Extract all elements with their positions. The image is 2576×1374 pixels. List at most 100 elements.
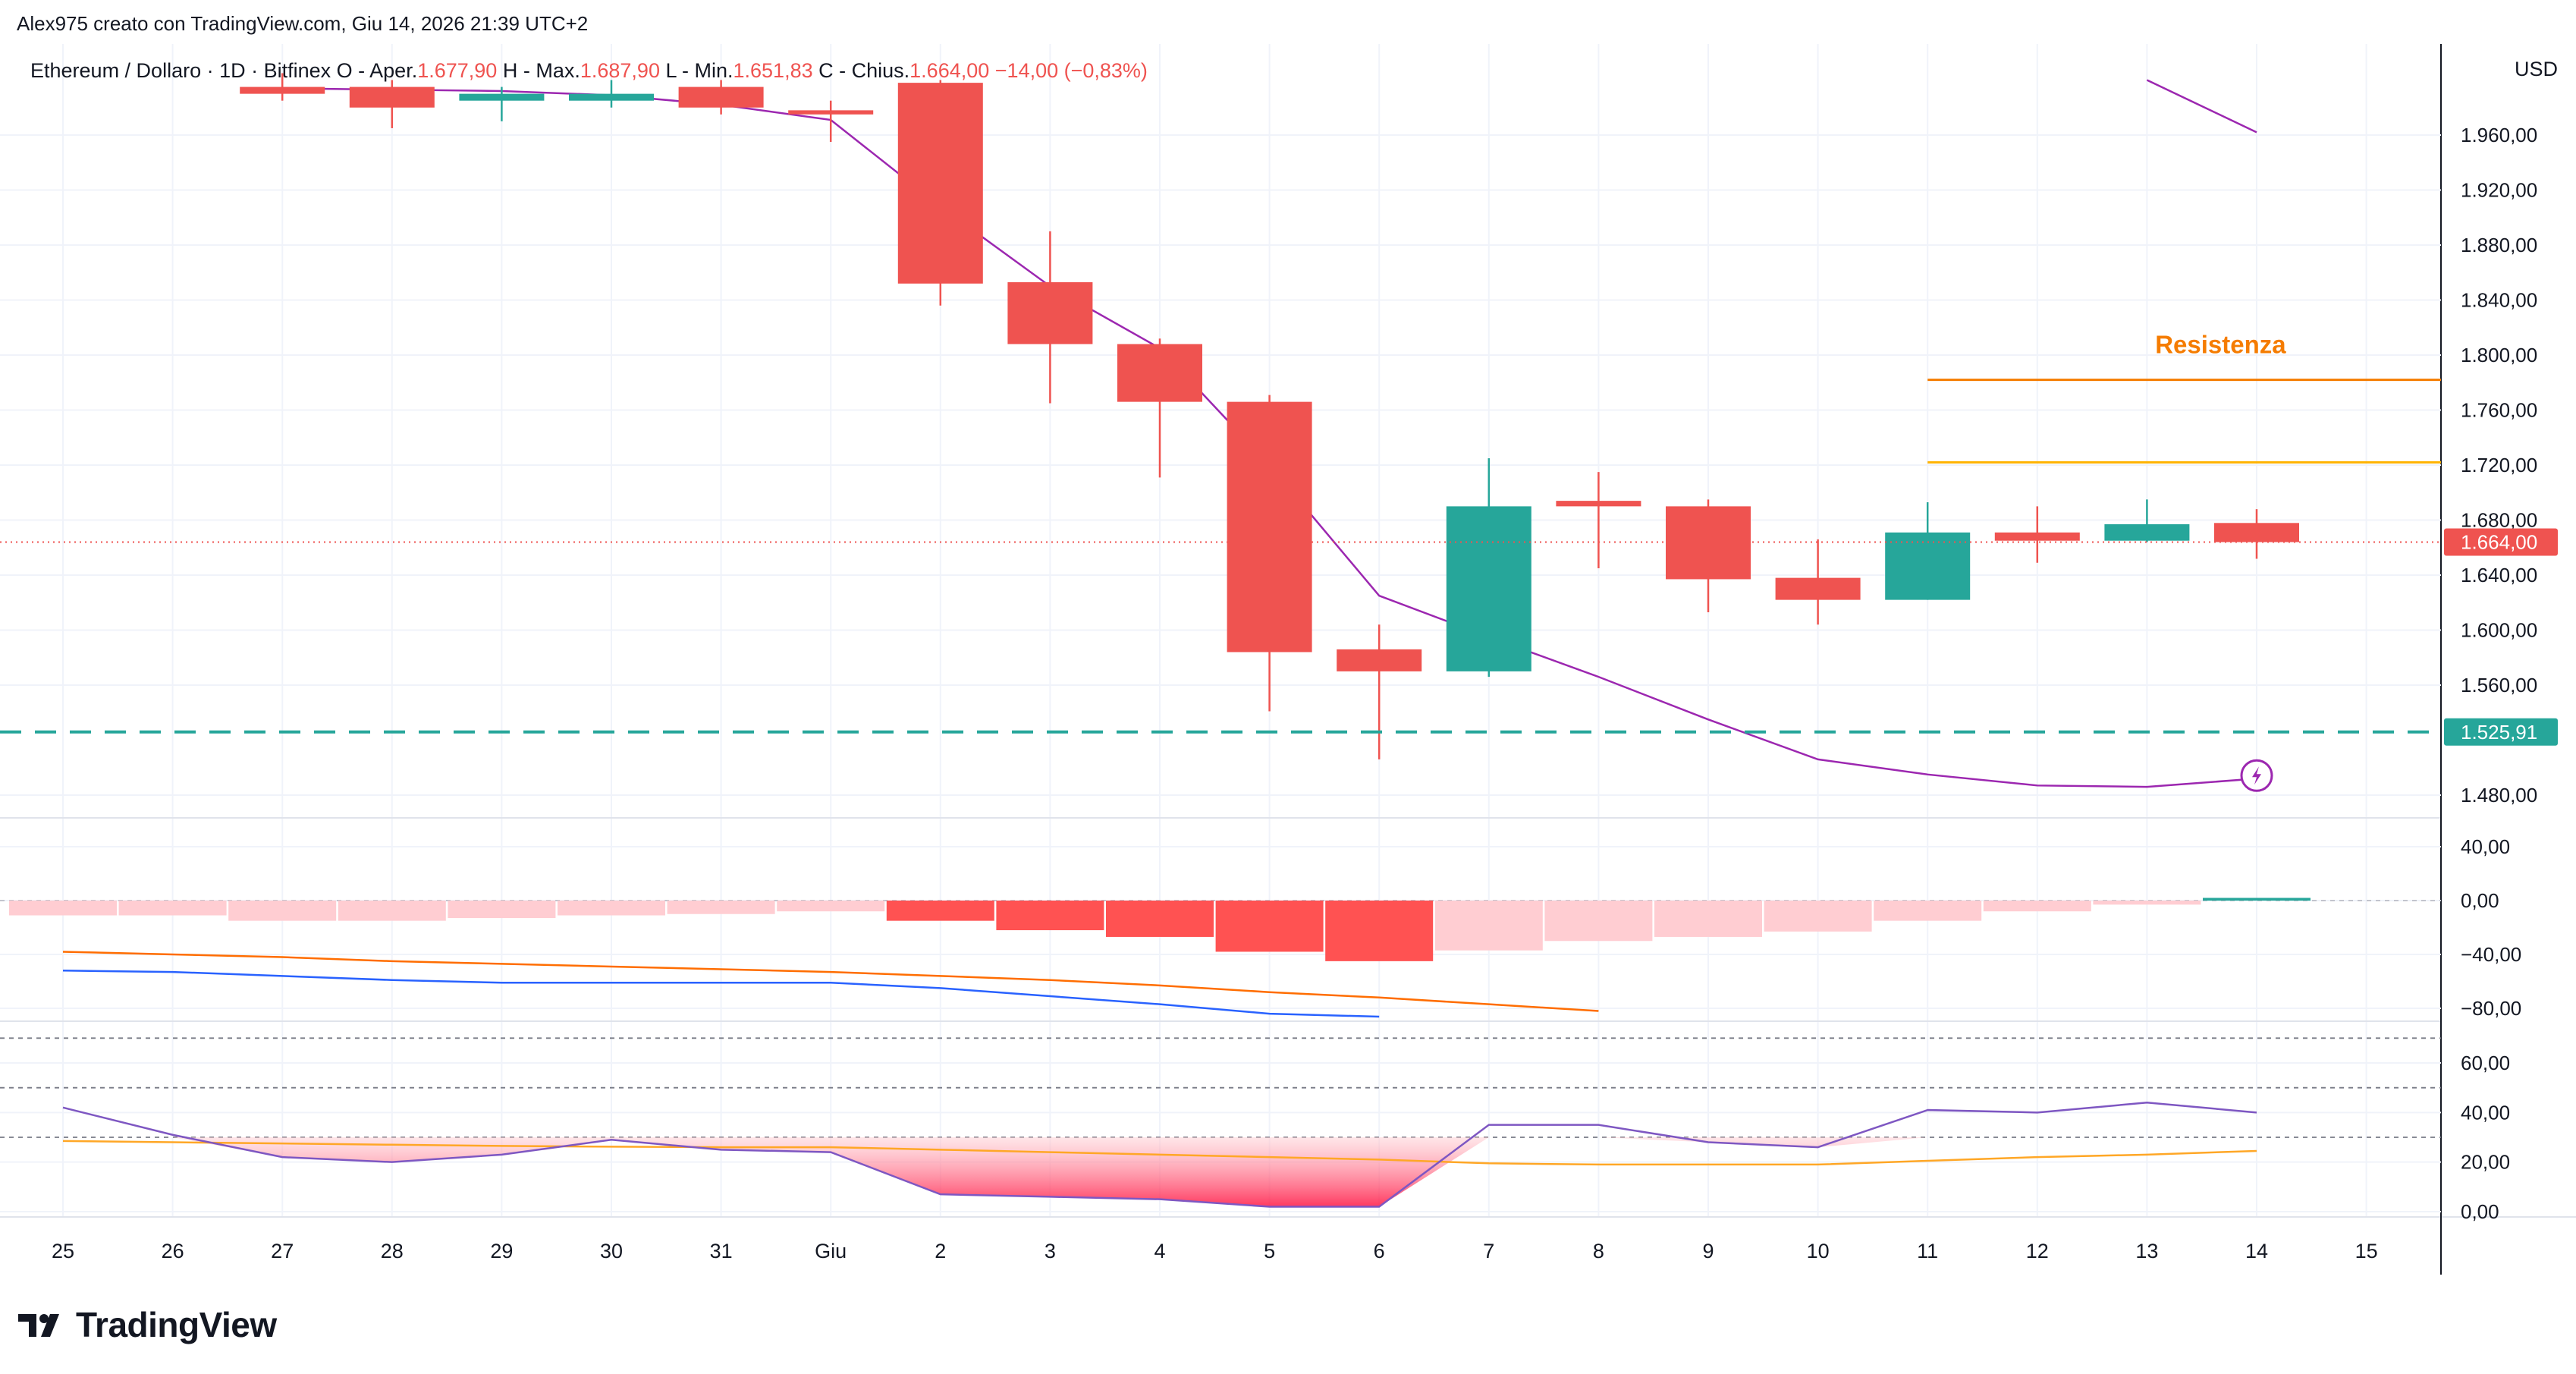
macd-histogram-bar bbox=[1874, 901, 1982, 921]
macd-signal-line bbox=[62, 951, 1599, 1012]
candle-body bbox=[2214, 523, 2299, 542]
support-price-tag bbox=[2444, 718, 2558, 746]
macd-tick-label: 0,00 bbox=[2461, 889, 2499, 912]
price-tick-label: 1.760,00 bbox=[2461, 399, 2537, 422]
macd-histogram-bar bbox=[777, 901, 885, 912]
time-tick-label: 4 bbox=[1154, 1240, 1165, 1262]
rsi-ma-line bbox=[62, 1140, 2257, 1166]
price-tick-label: 1.840,00 bbox=[2461, 289, 2537, 312]
time-tick-label: 8 bbox=[1593, 1240, 1604, 1262]
lightning-icon bbox=[2252, 766, 2261, 785]
price-axis: 1.960,00 1.920,00 1.880,00 1.840,00 1.800,00… bbox=[2444, 124, 2558, 1223]
candle-body bbox=[897, 83, 983, 284]
open-value: 1.677,90 bbox=[417, 59, 498, 82]
macd-histogram-bar bbox=[886, 901, 994, 921]
macd-tick-label: 40,00 bbox=[2461, 835, 2510, 858]
macd-histogram-bar bbox=[1106, 901, 1214, 937]
price-pane[interactable]: Resistenza bbox=[0, 73, 2441, 792]
high-label: H - Max. bbox=[502, 59, 580, 82]
macd-pane[interactable] bbox=[0, 898, 2441, 1018]
time-tick-label: 13 bbox=[2135, 1240, 2158, 1262]
macd-histogram-bar bbox=[118, 901, 227, 916]
candle-body bbox=[1994, 532, 2080, 541]
macd-tick-label: −80,00 bbox=[2461, 997, 2521, 1020]
price-tick-label: 1.880,00 bbox=[2461, 234, 2537, 256]
candle-body bbox=[1775, 577, 1861, 600]
candle-body bbox=[1117, 344, 1202, 402]
brand-name: TradingView bbox=[76, 1305, 277, 1344]
time-tick-label: 6 bbox=[1374, 1240, 1385, 1262]
price-tick-label: 1.960,00 bbox=[2461, 124, 2537, 146]
candle-body bbox=[1337, 649, 1422, 671]
macd-histogram-bar bbox=[338, 901, 446, 921]
macd-histogram-bar bbox=[1215, 901, 1324, 952]
time-tick-label: 31 bbox=[710, 1240, 733, 1262]
close-value: 1.664,00 bbox=[909, 59, 990, 82]
candle-body bbox=[349, 86, 435, 108]
macd-histogram-bar bbox=[667, 901, 775, 914]
rsi-tick-label: 40,00 bbox=[2461, 1101, 2510, 1124]
price-tick-label: 1.560,00 bbox=[2461, 674, 2537, 696]
rsi-line bbox=[62, 1102, 2257, 1208]
candle-body bbox=[569, 93, 654, 101]
time-tick-label: 10 bbox=[1807, 1240, 1830, 1262]
symbol-label[interactable]: Ethereum / Dollaro · 1D · Bitfinex bbox=[30, 59, 331, 82]
time-axis: 25 26 27 28 29 30 31 Giu 2 3 4 5 6 7 8 9 10 11 12 13 14 15 bbox=[52, 1240, 2378, 1262]
change-value: −14,00 (−0,83%) bbox=[994, 59, 1148, 82]
time-tick-label: 28 bbox=[381, 1240, 404, 1262]
time-tick-label: 2 bbox=[935, 1240, 946, 1262]
candle-body bbox=[459, 93, 545, 101]
time-tick-label: 29 bbox=[490, 1240, 513, 1262]
time-tick-label: 11 bbox=[1917, 1240, 1938, 1262]
price-tick-label: 1.680,00 bbox=[2461, 509, 2537, 532]
macd-histogram-bar bbox=[1764, 901, 1872, 932]
author-line: Alex975 creato con TradingView.com, Giu … bbox=[17, 12, 589, 35]
time-tick-label: 25 bbox=[52, 1240, 74, 1262]
price-tick-label: 1.720,00 bbox=[2461, 454, 2537, 476]
time-tick-label: 9 bbox=[1702, 1240, 1714, 1262]
macd-histogram-bar bbox=[1434, 901, 1543, 951]
time-tick-label: 26 bbox=[162, 1240, 184, 1262]
time-tick-label: 27 bbox=[271, 1240, 294, 1262]
macd-histogram-bar bbox=[1544, 901, 1653, 942]
macd-histogram-bar bbox=[996, 901, 1104, 931]
resistance-label: Resistenza bbox=[2155, 331, 2286, 359]
candle-body bbox=[678, 86, 764, 108]
tradingview-logo-icon bbox=[18, 1314, 59, 1337]
macd-histogram-bar bbox=[9, 901, 117, 916]
moving-average-line-upper bbox=[2146, 79, 2257, 134]
price-tick-label: 1.600,00 bbox=[2461, 619, 2537, 642]
open-label: O - Aper. bbox=[336, 59, 418, 82]
time-tick-label: 5 bbox=[1264, 1240, 1275, 1262]
macd-histogram-bar bbox=[2093, 901, 2201, 905]
time-tick-label: Giu bbox=[815, 1240, 847, 1262]
tradingview-logo: TradingView bbox=[18, 1303, 277, 1346]
candle-body bbox=[1446, 506, 1531, 671]
candle-body bbox=[1007, 281, 1093, 344]
macd-tick-label: −40,00 bbox=[2461, 943, 2521, 966]
price-tick-label: 1.920,00 bbox=[2461, 179, 2537, 202]
candle-body bbox=[2104, 524, 2190, 541]
rsi-pane[interactable] bbox=[0, 1037, 2441, 1208]
currency-label[interactable]: USD bbox=[2514, 58, 2558, 80]
rsi-tick-label: 0,00 bbox=[2461, 1200, 2499, 1223]
price-tick-label: 1.640,00 bbox=[2461, 564, 2537, 586]
high-value: 1.687,90 bbox=[580, 59, 660, 82]
time-tick-label: 15 bbox=[2355, 1240, 2378, 1262]
current-price-label: 1.664,00 bbox=[2461, 531, 2537, 554]
rsi-tick-label: 60,00 bbox=[2461, 1052, 2510, 1074]
low-label: L - Min. bbox=[665, 59, 734, 82]
candle-body bbox=[788, 110, 874, 115]
candle-body bbox=[240, 86, 325, 94]
macd-histogram-bar bbox=[228, 901, 337, 921]
time-tick-label: 3 bbox=[1045, 1240, 1056, 1262]
price-tick-label: 1.800,00 bbox=[2461, 344, 2537, 366]
rsi-oversold-fill bbox=[63, 1137, 2257, 1207]
macd-histogram-bar bbox=[1654, 901, 1762, 937]
macd-histogram-bar bbox=[558, 901, 665, 916]
time-tick-label: 30 bbox=[600, 1240, 623, 1262]
rsi-tick-label: 20,00 bbox=[2461, 1151, 2510, 1174]
macd-line bbox=[62, 970, 1380, 1018]
candle-body bbox=[1885, 532, 1971, 600]
